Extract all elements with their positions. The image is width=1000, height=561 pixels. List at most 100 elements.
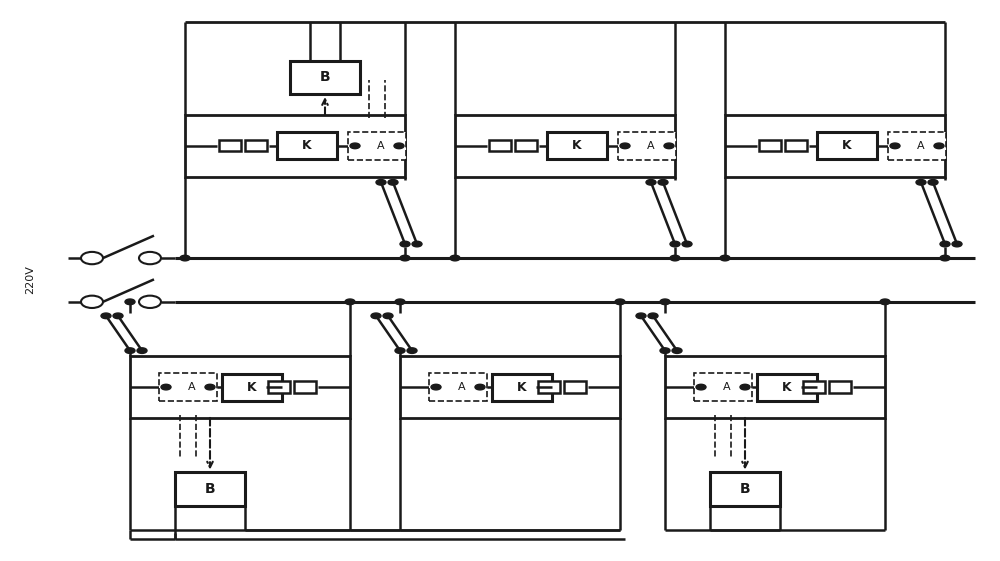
Circle shape: [880, 299, 890, 305]
Bar: [665, 356, 885, 418]
Bar: [515, 140, 537, 151]
Bar: [694, 373, 752, 401]
Bar: [829, 381, 851, 393]
Circle shape: [81, 296, 103, 308]
Bar: [803, 381, 825, 393]
Bar: [564, 381, 586, 393]
Bar: [290, 61, 360, 94]
Bar: [348, 132, 406, 160]
Circle shape: [682, 241, 692, 247]
Circle shape: [940, 241, 950, 247]
Bar: [268, 381, 290, 393]
Circle shape: [450, 255, 460, 261]
Circle shape: [940, 255, 950, 261]
Text: K: K: [572, 139, 582, 153]
Bar: [175, 472, 245, 506]
Circle shape: [395, 348, 405, 353]
Bar: [547, 132, 607, 159]
Bar: [817, 132, 877, 159]
Circle shape: [101, 313, 111, 319]
Bar: [759, 140, 781, 151]
Circle shape: [400, 255, 410, 261]
Circle shape: [670, 255, 680, 261]
Circle shape: [615, 299, 625, 305]
Text: K: K: [302, 139, 312, 153]
Bar: [785, 140, 807, 151]
Text: A: A: [723, 382, 731, 392]
Circle shape: [407, 348, 417, 353]
Circle shape: [180, 255, 190, 261]
Circle shape: [934, 143, 944, 149]
Circle shape: [139, 252, 161, 264]
Circle shape: [161, 384, 171, 390]
Circle shape: [658, 180, 668, 185]
Text: 220V: 220V: [25, 265, 35, 295]
Text: A: A: [647, 141, 655, 151]
Text: K: K: [517, 380, 527, 394]
Circle shape: [383, 313, 393, 319]
Bar: [277, 132, 337, 159]
Text: A: A: [458, 382, 466, 392]
Circle shape: [916, 180, 926, 185]
Bar: [725, 115, 945, 177]
Circle shape: [81, 252, 103, 264]
Circle shape: [928, 180, 938, 185]
Bar: [222, 374, 282, 401]
Circle shape: [394, 143, 404, 149]
Bar: [429, 373, 487, 401]
Bar: [294, 381, 316, 393]
Circle shape: [125, 299, 135, 305]
Text: A: A: [377, 141, 385, 151]
Bar: [130, 356, 350, 418]
Circle shape: [376, 180, 386, 185]
Bar: [185, 115, 405, 177]
Text: K: K: [247, 380, 257, 394]
Bar: [219, 140, 241, 151]
Circle shape: [345, 299, 355, 305]
Circle shape: [660, 348, 670, 353]
Text: A: A: [188, 382, 196, 392]
Circle shape: [350, 143, 360, 149]
Circle shape: [139, 296, 161, 308]
Text: A: A: [917, 141, 925, 151]
Circle shape: [636, 313, 646, 319]
Bar: [245, 140, 267, 151]
Circle shape: [620, 143, 630, 149]
Circle shape: [125, 348, 135, 353]
Circle shape: [395, 299, 405, 305]
Bar: [489, 140, 511, 151]
Text: B: B: [320, 71, 330, 84]
Circle shape: [672, 348, 682, 353]
Bar: [400, 356, 620, 418]
Circle shape: [670, 241, 680, 247]
Circle shape: [890, 143, 900, 149]
Text: B: B: [740, 482, 750, 496]
Text: K: K: [842, 139, 852, 153]
Circle shape: [400, 241, 410, 247]
Bar: [888, 132, 946, 160]
Bar: [710, 472, 780, 506]
Bar: [757, 374, 817, 401]
Circle shape: [646, 180, 656, 185]
Bar: [492, 374, 552, 401]
Text: B: B: [205, 482, 215, 496]
Circle shape: [664, 143, 674, 149]
Circle shape: [431, 384, 441, 390]
Circle shape: [740, 384, 750, 390]
Circle shape: [696, 384, 706, 390]
Bar: [538, 381, 560, 393]
Circle shape: [475, 384, 485, 390]
Bar: [618, 132, 676, 160]
Bar: [455, 115, 675, 177]
Circle shape: [371, 313, 381, 319]
Circle shape: [720, 255, 730, 261]
Circle shape: [137, 348, 147, 353]
Text: K: K: [782, 380, 792, 394]
Circle shape: [113, 313, 123, 319]
Circle shape: [412, 241, 422, 247]
Circle shape: [648, 313, 658, 319]
Circle shape: [660, 299, 670, 305]
Circle shape: [205, 384, 215, 390]
Circle shape: [952, 241, 962, 247]
Bar: [159, 373, 217, 401]
